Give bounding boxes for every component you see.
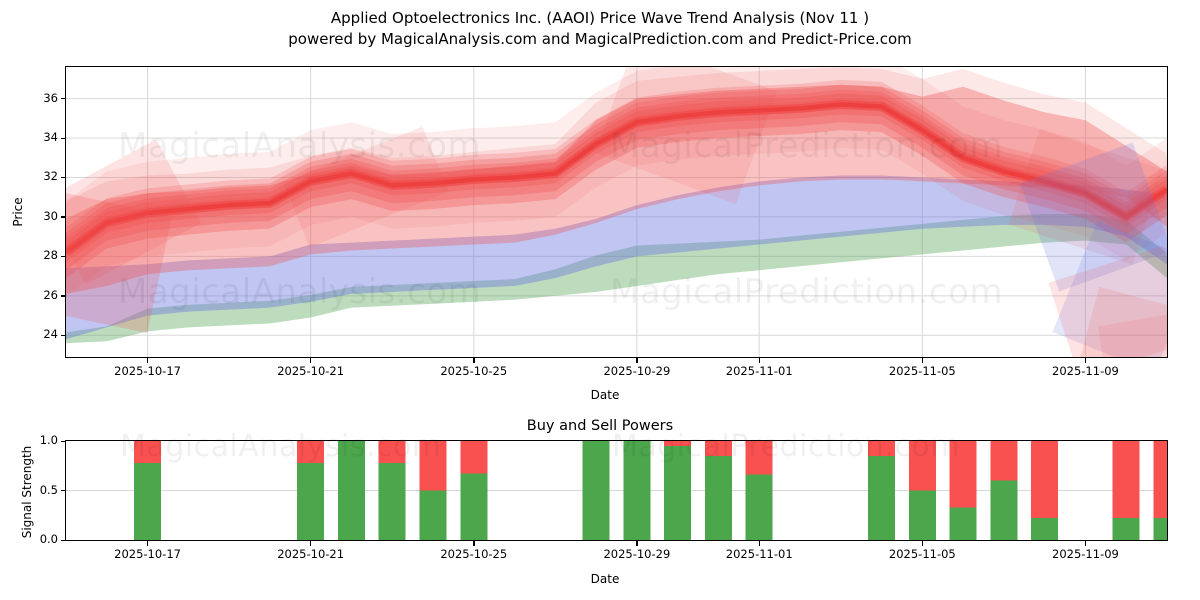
tick-mark	[61, 137, 66, 139]
tick-mark	[147, 358, 149, 363]
tick-mark	[758, 358, 761, 363]
tick-mark	[61, 98, 66, 100]
title-line-2: powered by MagicalAnalysis.com and Magic…	[288, 30, 912, 48]
price-plot-area	[66, 67, 1167, 357]
price-xtick-2025-11-01: 2025-11-01	[725, 364, 793, 378]
tick-mark	[61, 539, 66, 541]
tick-mark	[1084, 541, 1087, 546]
tick-mark	[61, 295, 66, 297]
signal-xtick-2025-10-21: 2025-10-21	[277, 547, 345, 561]
tick-mark	[473, 358, 475, 363]
tick-mark	[921, 541, 924, 546]
signal-xtick-2025-10-17: 2025-10-17	[114, 547, 181, 561]
tick-mark	[758, 541, 761, 546]
price-xtick-2025-10-29: 2025-10-29	[603, 364, 671, 378]
buy-sell-title: Buy and Sell Powers	[526, 418, 674, 434]
price-xtick-2025-10-21: 2025-10-21	[277, 364, 345, 378]
price-wave-panel: Price Date MagicalAnalysis.com MagicalPr…	[11, 66, 1168, 402]
tick-mark	[921, 358, 924, 363]
price-xaxis-label: Date	[590, 388, 620, 402]
tick-mark	[147, 541, 149, 546]
signal-xtick-2025-11-05: 2025-11-05	[888, 547, 956, 561]
price-ytick-30: 30	[43, 208, 58, 223]
tick-mark	[61, 255, 66, 258]
tick-mark	[310, 541, 312, 546]
price-xtick-2025-10-25: 2025-10-25	[440, 364, 508, 378]
tick-mark	[636, 358, 638, 363]
signal-xtick-2025-11-09: 2025-11-09	[1052, 547, 1119, 561]
price-ytick-26: 26	[43, 287, 58, 302]
price-ytick-32: 32	[43, 169, 58, 184]
signal-xtick-2025-10-25: 2025-10-25	[440, 547, 508, 561]
tick-mark	[61, 334, 66, 337]
buy-sell-bars-svg	[66, 441, 1167, 540]
signal-plot-area	[66, 441, 1167, 540]
signal-ytick-0.0: 0.0	[39, 532, 58, 546]
tick-mark	[310, 358, 312, 363]
tick-mark	[61, 176, 66, 179]
signal-ytick-0.5: 0.5	[39, 482, 58, 497]
tick-mark	[1084, 358, 1087, 363]
price-ytick-34: 34	[43, 130, 58, 145]
price-xtick-2025-11-09: 2025-11-09	[1052, 364, 1119, 378]
tick-mark	[61, 440, 66, 442]
price-ytick-28: 28	[43, 248, 58, 263]
tick-mark	[473, 541, 475, 546]
tick-mark	[636, 541, 638, 546]
signal-ytick-1.0: 1.0	[39, 433, 58, 447]
signal-xaxis-label: Date	[590, 572, 620, 586]
tick-mark	[61, 216, 66, 218]
price-wave-svg	[66, 67, 1167, 357]
signal-xtick-2025-10-29: 2025-10-29	[603, 547, 671, 561]
price-xtick-2025-11-05: 2025-11-05	[888, 364, 956, 378]
price-plot-frame	[65, 66, 1168, 358]
price-ytick-24: 24	[43, 327, 58, 342]
price-xtick-2025-10-17: 2025-10-17	[114, 364, 181, 378]
title-line-1: Applied Optoelectronics Inc. (AAOI) Pric…	[330, 9, 870, 27]
buy-sell-panel: Buy and Sell Powers Signal Strength Date…	[0, 405, 1200, 600]
tick-mark	[61, 490, 66, 492]
page-title: Applied Optoelectronics Inc. (AAOI) Pric…	[0, 8, 1200, 50]
signal-xtick-2025-11-01: 2025-11-01	[725, 547, 793, 561]
price-ytick-36: 36	[43, 90, 58, 105]
